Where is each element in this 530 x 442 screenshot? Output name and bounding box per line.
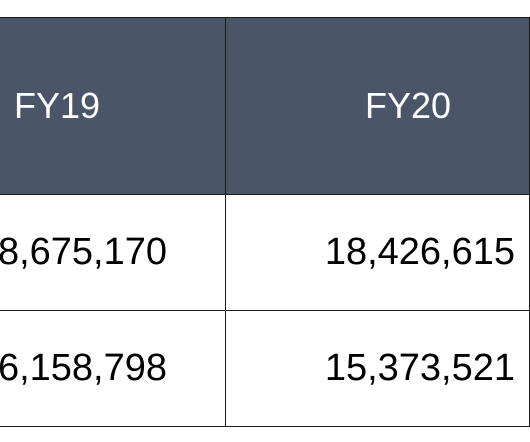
- financial-table: FY19 FY20 18,675,170 18,426,615 16,158,7…: [0, 17, 530, 427]
- table-row: 16,158,798 15,373,521: [0, 310, 530, 427]
- cell-row2-fy19: 16,158,798: [0, 310, 226, 427]
- header-fy19: FY19: [0, 17, 226, 195]
- table-body: 18,675,170 18,426,615 16,158,798 15,373,…: [0, 194, 530, 427]
- cell-row2-fy20: 15,373,521: [225, 310, 530, 427]
- header-row: FY19 FY20: [0, 17, 530, 195]
- header-fy20: FY20: [225, 17, 530, 195]
- cell-row1-fy19: 18,675,170: [0, 194, 226, 311]
- cell-row1-fy20: 18,426,615: [225, 194, 530, 311]
- table-row: 18,675,170 18,426,615: [0, 194, 530, 311]
- table-header: FY19 FY20: [0, 17, 530, 195]
